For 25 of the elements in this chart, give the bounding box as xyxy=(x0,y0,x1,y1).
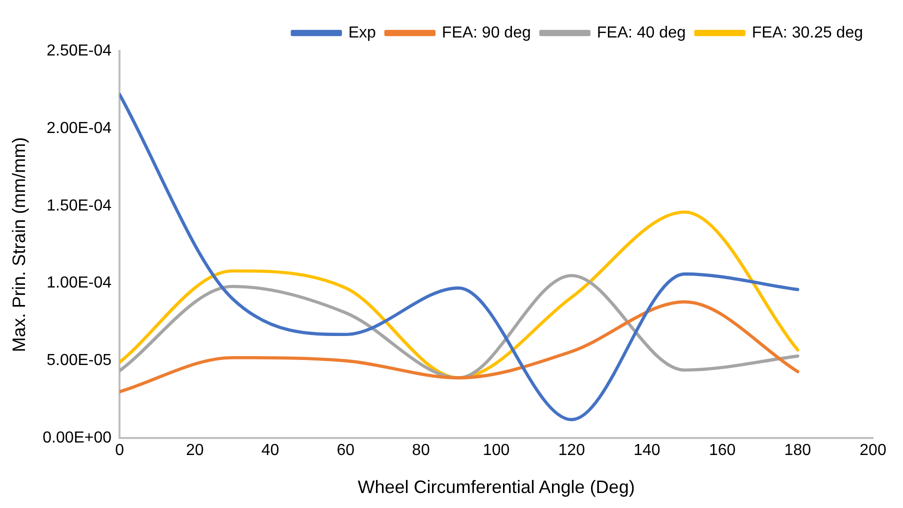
y-tick-label: 2.50E-04 xyxy=(46,42,112,60)
x-tick-label: 180 xyxy=(784,442,812,460)
x-tick-label: 20 xyxy=(186,442,204,460)
legend-label: FEA: 40 deg xyxy=(596,24,686,42)
x-tick-label: 0 xyxy=(115,442,124,460)
x-tick-label: 80 xyxy=(412,442,430,460)
x-tick-label: 100 xyxy=(482,442,510,460)
x-axis-title: Wheel Circumferential Angle (Deg) xyxy=(358,477,635,498)
legend-label: FEA: 30.25 deg xyxy=(752,24,863,42)
y-tick-label: 1.00E-04 xyxy=(46,274,112,292)
y-tick-label: 1.50E-04 xyxy=(46,197,112,214)
x-tick-label: 120 xyxy=(558,442,586,460)
legend-label: FEA: 90 deg xyxy=(442,24,531,42)
line-series xyxy=(120,92,800,422)
x-tick-label: 40 xyxy=(261,442,280,460)
x-tick-label: 140 xyxy=(634,442,660,460)
x-tick-label: 60 xyxy=(336,442,355,460)
y-axis-title: Max. Prin. Strain (mm/mm) xyxy=(8,137,29,352)
x-tick-label: 160 xyxy=(708,442,736,460)
x-tick-label: 200 xyxy=(860,442,886,460)
y-tick-label: 0.00E+00 xyxy=(42,430,112,447)
y-tick-label: 5.00E-05 xyxy=(46,352,112,370)
legend-label: Exp xyxy=(348,24,376,42)
line-series xyxy=(120,300,800,394)
y-tick-label: 2.00E-04 xyxy=(46,120,112,137)
